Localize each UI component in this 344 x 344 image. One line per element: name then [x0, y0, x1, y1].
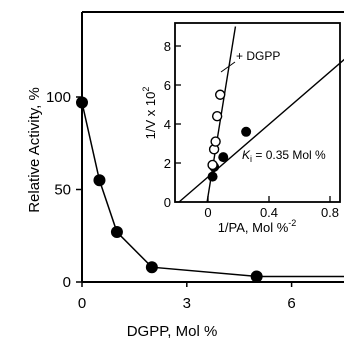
main-chart: 0 3 6 0 50 100 DGPP, Mol % Relative Activity,…: [26, 11, 344, 340]
inset-filled-point: [241, 126, 252, 137]
inset-filled-point: [207, 171, 218, 182]
inset-y-tick-label: 0: [164, 195, 171, 210]
inset-y-tick-label: 6: [164, 78, 171, 93]
inset-frame: [174, 22, 341, 203]
main-data-point: [145, 261, 158, 274]
inset-x-tick-label: 0.8: [321, 205, 339, 220]
inset-y-tick-label: 2: [164, 156, 171, 171]
inset-y-axis-title: 1/V x 102: [141, 87, 158, 140]
inset-y-tick-label: 8: [164, 39, 171, 54]
main-data-point: [110, 226, 123, 239]
inset-x-axis-title: 1/PA, Mol %-2: [218, 218, 297, 235]
inset-open-point: [211, 110, 223, 122]
ki-symbol: K: [242, 148, 251, 162]
main-data-point: [250, 270, 263, 283]
ki-value: = 0.35 Mol %: [252, 148, 326, 162]
inset-y-title-sup: 2: [141, 87, 151, 92]
main-y-tick-label: 100: [46, 89, 71, 106]
inset-filled-point: [218, 152, 229, 163]
inset-x-title-sup: -2: [288, 218, 296, 228]
inset-ticks: 0 0.4 0.8 0 2 4 6 8: [164, 39, 339, 220]
main-x-tick-label: 3: [183, 295, 191, 312]
inset-points: [207, 89, 252, 182]
main-y-tick-label: 50: [54, 182, 71, 199]
main-data-point: [93, 174, 106, 187]
main-x-tick-label: 6: [287, 295, 295, 312]
inset-dgpp-leader: [220, 61, 236, 73]
inset-x-title-text: 1/PA, Mol %: [218, 220, 289, 235]
main-series: [76, 96, 344, 283]
inset-open-point: [207, 159, 218, 171]
main-series-line: [81, 102, 344, 278]
inset-open-point: [214, 89, 226, 100]
inset-background: [161, 20, 343, 205]
inset-y-tick-label: 4: [164, 117, 171, 132]
inset-dgpp-label: + DGPP: [236, 49, 280, 63]
main-x-tick-label: 0: [78, 295, 86, 312]
main-y-tick-label: 0: [63, 274, 71, 291]
main-x-axis-title: DGPP, Mol %: [127, 323, 218, 340]
inset-x-tick-label: 0.4: [260, 205, 278, 220]
main-y-axis-title: Relative Activity, %: [26, 87, 43, 213]
main-ticks: 0 3 6 0 50 100: [46, 89, 296, 312]
ki-subscript: i: [250, 154, 252, 164]
inset-x-tick-label: 0: [204, 205, 211, 220]
inset-chart: 0 0.4 0.8 0 2 4 6 8 + DGPP Ki = 0.35 Mol % 1/PA…: [141, 20, 344, 235]
inset-ki-annotation: Ki = 0.35 Mol %: [242, 148, 326, 164]
inset-y-title-text: 1/V x 10: [143, 92, 158, 140]
inset-open-point: [210, 136, 221, 147]
main-data-point: [76, 96, 88, 109]
